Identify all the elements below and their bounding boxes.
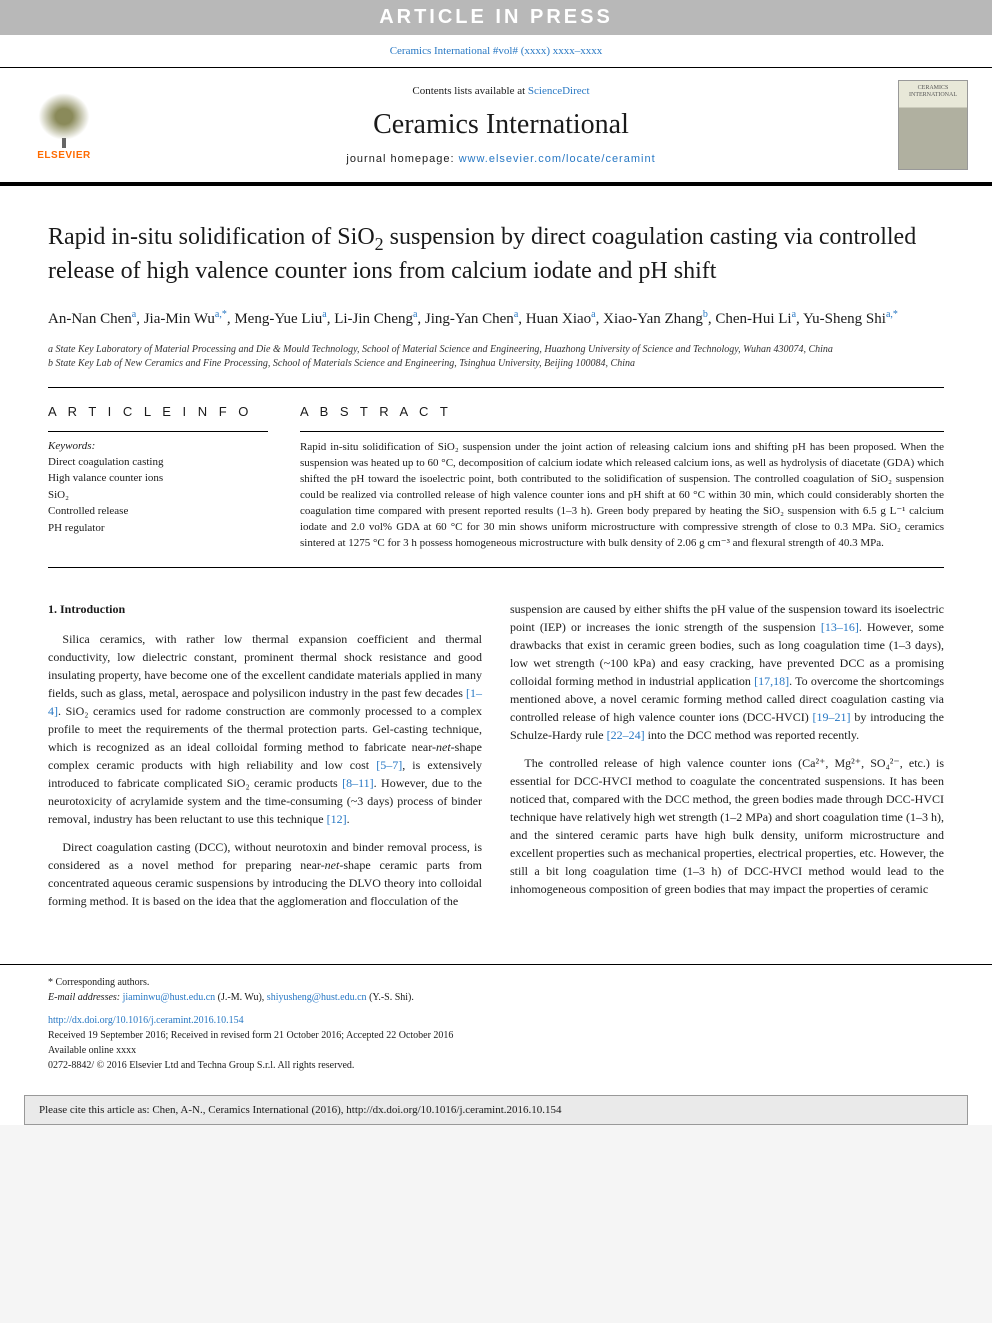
- corresponding-authors: * Corresponding authors.: [48, 975, 944, 990]
- keyword: High valance counter ions: [48, 470, 268, 487]
- email-addresses: E-mail addresses: jiaminwu@hust.edu.cn (…: [48, 990, 944, 1005]
- journal-header: ELSEVIER Contents lists available at Sci…: [0, 67, 992, 186]
- affiliations: a State Key Laboratory of Material Proce…: [48, 343, 944, 371]
- keyword: Direct coagulation casting: [48, 454, 268, 471]
- author: Meng-Yue Liua: [234, 311, 326, 327]
- homepage-link[interactable]: www.elsevier.com/locate/ceramint: [459, 153, 656, 165]
- contents-prefix: Contents lists available at: [412, 85, 527, 97]
- author: Jing-Yan Chena: [425, 311, 518, 327]
- keyword: PH regulator: [48, 520, 268, 537]
- body-column-left: 1. Introduction Silica ceramics, with ra…: [48, 600, 482, 920]
- affiliation-a: a State Key Laboratory of Material Proce…: [48, 343, 944, 357]
- received-dates: Received 19 September 2016; Received in …: [48, 1028, 944, 1043]
- keyword: Controlled release: [48, 503, 268, 520]
- journal-cover-thumbnail: CERAMICS INTERNATIONAL: [898, 80, 968, 170]
- header-center: Contents lists available at ScienceDirec…: [120, 85, 882, 165]
- article-footer: * Corresponding authors. E-mail addresse…: [0, 964, 992, 1087]
- title-pre: Rapid in-situ solidification of SiO: [48, 224, 375, 250]
- ref-link[interactable]: [12]: [327, 812, 347, 826]
- paragraph: The controlled release of high valence c…: [510, 754, 944, 898]
- paragraph: Silica ceramics, with rather low thermal…: [48, 630, 482, 828]
- title-sub: 2: [375, 234, 384, 254]
- doi-link[interactable]: http://dx.doi.org/10.1016/j.ceramint.201…: [48, 1015, 244, 1026]
- keywords-list: Direct coagulation casting High valance …: [48, 454, 268, 537]
- author: Xiao-Yan Zhangb: [603, 311, 708, 327]
- article-body: Rapid in-situ solidification of SiO2 sus…: [0, 186, 992, 940]
- ref-link[interactable]: [13–16]: [821, 620, 859, 634]
- cover-title: CERAMICS INTERNATIONAL: [903, 85, 963, 98]
- info-abstract-row: A R T I C L E I N F O Keywords: Direct c…: [48, 387, 944, 569]
- available-online: Available online xxxx: [48, 1043, 944, 1058]
- body-column-right: suspension are caused by either shifts t…: [510, 600, 944, 920]
- article-title: Rapid in-situ solidification of SiO2 sus…: [48, 222, 944, 287]
- elsevier-logo: ELSEVIER: [24, 80, 104, 170]
- sciencedirect-link[interactable]: ScienceDirect: [528, 85, 590, 97]
- paragraph: Direct coagulation casting (DCC), withou…: [48, 838, 482, 910]
- copyright-line: 0272-8842/ © 2016 Elsevier Ltd and Techn…: [48, 1058, 944, 1073]
- author: Jia-Min Wua,*: [144, 311, 227, 327]
- keyword: SiO₂: [48, 487, 268, 504]
- citation-box: Please cite this article as: Chen, A-N.,…: [24, 1095, 968, 1125]
- ref-link[interactable]: [8–11]: [342, 776, 374, 790]
- abstract-text: Rapid in-situ solidification of SiO₂ sus…: [300, 440, 944, 552]
- affiliation-b: b State Key Lab of New Ceramics and Fine…: [48, 357, 944, 371]
- introduction-heading: 1. Introduction: [48, 600, 482, 618]
- ref-link[interactable]: [5–7]: [376, 758, 402, 772]
- ref-link[interactable]: [22–24]: [607, 728, 645, 742]
- homepage-prefix: journal homepage:: [346, 153, 458, 165]
- paragraph: suspension are caused by either shifts t…: [510, 600, 944, 744]
- article-info-heading: A R T I C L E I N F O: [48, 404, 268, 419]
- page: ARTICLE IN PRESS Ceramics International …: [0, 0, 992, 1125]
- article-in-press-banner: ARTICLE IN PRESS: [0, 0, 992, 35]
- author: Li-Jin Chenga: [334, 311, 417, 327]
- author: Yu-Sheng Shia,*: [803, 311, 898, 327]
- elsevier-tree-icon: [34, 89, 94, 144]
- keywords-label: Keywords:: [48, 440, 268, 452]
- journal-reference: Ceramics International #vol# (xxxx) xxxx…: [0, 35, 992, 67]
- email-link[interactable]: shiyusheng@hust.edu.cn: [267, 992, 367, 1003]
- body-columns: 1. Introduction Silica ceramics, with ra…: [48, 600, 944, 920]
- authors-list: An-Nan Chena, Jia-Min Wua,*, Meng-Yue Li…: [48, 307, 944, 331]
- contents-available-line: Contents lists available at ScienceDirec…: [120, 85, 882, 97]
- journal-title: Ceramics International: [120, 109, 882, 141]
- ref-link[interactable]: [19–21]: [813, 710, 851, 724]
- author: Chen-Hui Lia: [715, 311, 796, 327]
- homepage-line: journal homepage: www.elsevier.com/locat…: [120, 153, 882, 165]
- email-link[interactable]: jiaminwu@hust.edu.cn: [123, 992, 216, 1003]
- elsevier-wordmark: ELSEVIER: [37, 150, 90, 161]
- ref-link[interactable]: [17,18]: [754, 674, 789, 688]
- author: An-Nan Chena: [48, 311, 136, 327]
- abstract-column: A B S T R A C T Rapid in-situ solidifica…: [300, 404, 944, 552]
- article-info-column: A R T I C L E I N F O Keywords: Direct c…: [48, 404, 268, 552]
- abstract-heading: A B S T R A C T: [300, 404, 944, 419]
- author: Huan Xiaoa: [526, 311, 596, 327]
